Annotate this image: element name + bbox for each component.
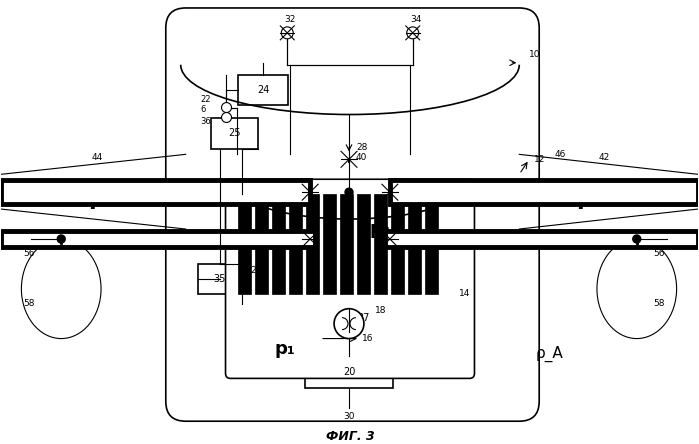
Bar: [390, 180, 698, 204]
Text: 48: 48: [297, 178, 308, 187]
Text: 25: 25: [229, 128, 240, 139]
Bar: [357, 194, 370, 294]
Text: 28: 28: [356, 143, 368, 152]
Text: 22: 22: [201, 95, 211, 104]
Text: 44: 44: [91, 153, 102, 162]
Text: 24: 24: [257, 85, 270, 95]
Bar: [273, 194, 285, 294]
Bar: [238, 75, 288, 104]
Circle shape: [407, 27, 419, 39]
Text: 58: 58: [24, 299, 35, 308]
Text: 16: 16: [362, 334, 373, 343]
Bar: [198, 264, 243, 294]
Bar: [323, 194, 336, 294]
Text: 30: 30: [343, 412, 355, 421]
Ellipse shape: [22, 239, 101, 339]
Text: 14: 14: [459, 289, 470, 298]
Text: 12: 12: [534, 155, 546, 164]
Text: 18: 18: [375, 306, 387, 315]
Bar: [425, 194, 438, 294]
Circle shape: [334, 309, 364, 339]
Text: 46: 46: [554, 150, 565, 159]
Text: p₃: p₃: [88, 189, 114, 209]
Bar: [289, 194, 302, 294]
Bar: [1, 231, 315, 247]
Bar: [306, 194, 319, 294]
Text: p₃: p₃: [576, 189, 602, 209]
Text: 10: 10: [529, 50, 541, 59]
Text: 40: 40: [356, 153, 368, 162]
Bar: [305, 357, 393, 388]
Text: p₁: p₁: [275, 340, 296, 357]
Text: 50: 50: [297, 238, 309, 246]
Text: 56: 56: [24, 250, 35, 258]
Text: 6: 6: [201, 105, 206, 114]
Bar: [391, 194, 404, 294]
Text: 34: 34: [410, 16, 421, 24]
Circle shape: [633, 235, 641, 243]
Ellipse shape: [597, 239, 677, 339]
Bar: [1, 180, 310, 204]
Circle shape: [57, 235, 65, 243]
Bar: [210, 118, 259, 149]
Text: 26: 26: [250, 266, 262, 275]
Circle shape: [222, 103, 231, 112]
Bar: [238, 194, 252, 294]
Text: 42: 42: [599, 153, 610, 162]
Circle shape: [345, 188, 353, 196]
Text: 37: 37: [358, 313, 370, 323]
Text: 20: 20: [343, 368, 355, 377]
Text: 58: 58: [653, 299, 665, 308]
Text: 54: 54: [393, 238, 404, 246]
Bar: [408, 194, 421, 294]
Bar: [255, 194, 268, 294]
Text: p₂: p₂: [370, 220, 390, 238]
Bar: [374, 194, 387, 294]
Text: 56: 56: [653, 250, 665, 258]
FancyBboxPatch shape: [226, 179, 475, 378]
Circle shape: [222, 112, 231, 123]
Text: 35: 35: [213, 274, 226, 284]
Bar: [340, 304, 388, 332]
FancyBboxPatch shape: [166, 8, 539, 421]
Bar: [340, 194, 353, 294]
Text: 32: 32: [284, 16, 296, 24]
Text: 36: 36: [201, 117, 211, 126]
Circle shape: [281, 27, 294, 39]
Text: 52: 52: [393, 178, 404, 187]
Text: 17: 17: [248, 194, 260, 204]
Text: ρ_A: ρ_A: [535, 345, 563, 361]
Text: ФИГ. 3: ФИГ. 3: [326, 430, 375, 443]
Bar: [385, 231, 698, 247]
